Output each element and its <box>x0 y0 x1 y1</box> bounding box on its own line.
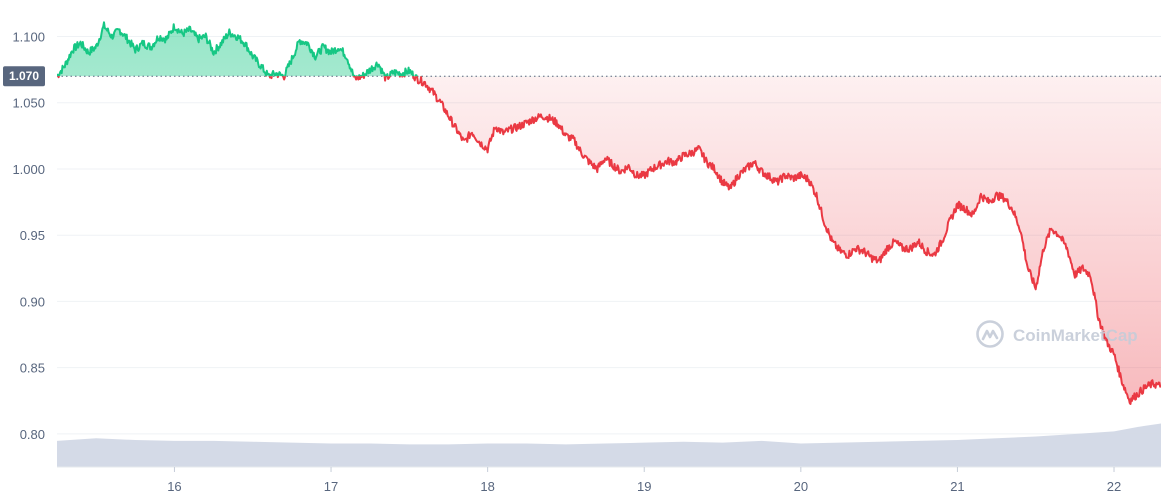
y-tick-label: 0.90 <box>20 294 45 309</box>
watermark-text: CoinMarketCap <box>1013 326 1138 345</box>
coinmarketcap-logo-icon <box>976 320 1004 348</box>
price-line-above <box>57 21 422 77</box>
reference-value-label: 1.070 <box>3 66 45 87</box>
watermark: CoinMarketCap <box>976 320 1138 348</box>
y-tick-label: 1.050 <box>12 96 45 111</box>
x-tick-label: 20 <box>794 479 808 494</box>
x-tick-label: 18 <box>480 479 494 494</box>
x-tick-label: 19 <box>637 479 651 494</box>
y-tick-label: 1.000 <box>12 162 45 177</box>
y-tick-label: 0.95 <box>20 228 45 243</box>
volume-area <box>57 423 1161 467</box>
y-tick-label: 1.100 <box>12 29 45 44</box>
price-line-below <box>57 76 1161 405</box>
x-tick-label: 17 <box>324 479 338 494</box>
y-tick-label: 0.80 <box>20 427 45 442</box>
volume-series <box>57 423 1161 467</box>
price-fill-above <box>57 22 417 77</box>
price-fill <box>57 22 1161 404</box>
y-tick-label: 0.85 <box>20 361 45 376</box>
price-fill-below <box>57 76 1161 404</box>
y-axis: 0.80 0.85 0.90 0.95 1.000 1.050 1.100 <box>12 29 45 441</box>
x-tick-label: 22 <box>1107 479 1121 494</box>
reference-value-text: 1.070 <box>9 69 39 83</box>
price-series <box>57 21 1161 405</box>
x-axis: 16 17 18 19 20 21 22 <box>57 466 1161 494</box>
x-tick-label: 16 <box>167 479 181 494</box>
x-tick-label: 21 <box>950 479 964 494</box>
